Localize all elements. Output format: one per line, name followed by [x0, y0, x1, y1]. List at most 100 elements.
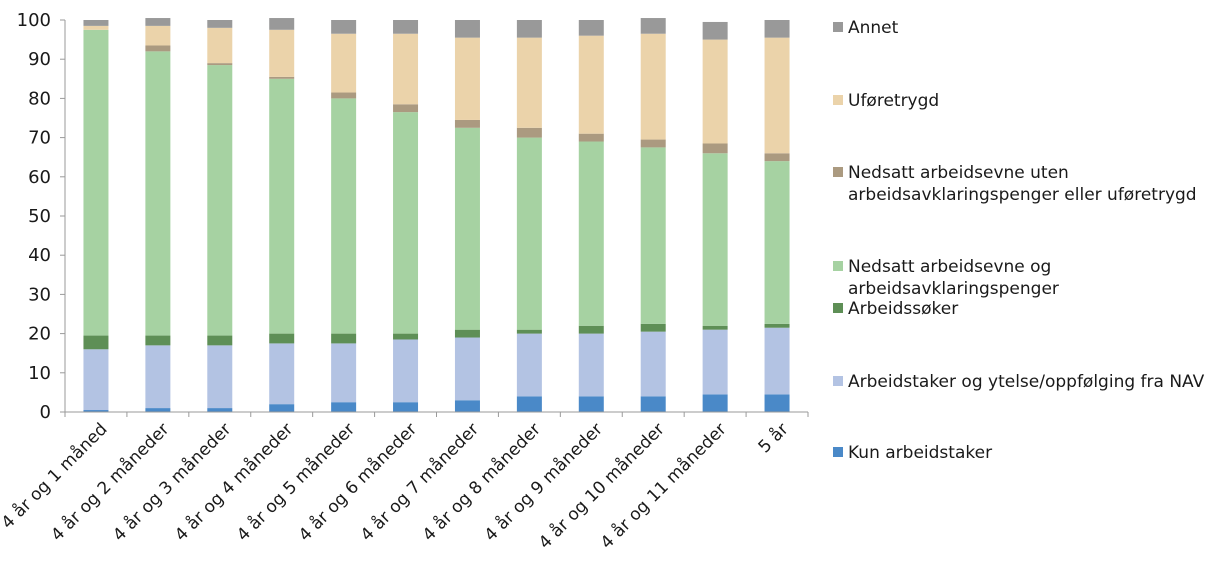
bar-segment-12-series-3 — [764, 323, 790, 328]
bar-segment-10-series-2 — [640, 331, 666, 397]
legend-item: Nedsatt arbeidsevne ogarbeidsavklaringsp… — [833, 257, 1059, 299]
bar-segment-1-series-4 — [83, 29, 109, 336]
bar-segment-4-series-2 — [269, 343, 295, 405]
x-tick-label: 4 år og 3 måneder — [109, 419, 236, 546]
bar-segment-8-series-6 — [516, 37, 542, 128]
bar-segment-9-series-4 — [578, 141, 604, 326]
bar-segment-2-series-7 — [145, 18, 171, 26]
legend-label: arbeidsavklaringspenger eller uføretrygd — [848, 185, 1197, 205]
bar-segment-11-series-6 — [702, 39, 728, 144]
bar-segment-2-series-2 — [145, 345, 171, 409]
legend-item: Annet — [833, 18, 899, 38]
legend: Annet Uføretrygd Nedsatt arbeidsevne utena… — [833, 18, 1205, 463]
x-tick-label: 4 år og 4 måneder — [170, 419, 297, 546]
bar-segment-7-series-2 — [454, 337, 480, 401]
legend-label: Arbeidssøker — [848, 299, 958, 319]
bar-segment-8-series-1 — [516, 396, 542, 412]
x-tick-label: 4 år og 8 måneder — [418, 419, 545, 546]
x-tick-label: 4 år og 11 måneder — [596, 419, 730, 553]
bar-segment-11-series-2 — [702, 329, 728, 395]
bar-segment-2-series-6 — [145, 25, 171, 46]
x-tick-label: 4 år og 10 måneder — [534, 419, 668, 553]
bar-segment-7-series-6 — [454, 37, 480, 120]
bar-segment-10-series-6 — [640, 33, 666, 140]
legend-item: Nedsatt arbeidsevne utenarbeidsavklaring… — [833, 163, 1197, 205]
y-tick-label: 90 — [28, 49, 51, 70]
bar-segment-12-series-4 — [764, 161, 790, 324]
bar-segment-10-series-7 — [640, 18, 666, 34]
y-tick-label: 60 — [28, 167, 51, 188]
bar-segment-9-series-1 — [578, 396, 604, 412]
y-tick-label: 0 — [40, 402, 51, 423]
bar-segment-5-series-1 — [331, 402, 357, 412]
bar-segment-5-series-4 — [331, 98, 357, 334]
y-tick-label: 20 — [28, 324, 51, 345]
legend-swatch — [833, 22, 843, 32]
bar-segment-6-series-2 — [393, 339, 419, 403]
bar-segment-3-series-5 — [207, 63, 233, 66]
y-tick-label: 80 — [28, 88, 51, 109]
x-tick-label: 5 år — [754, 419, 793, 458]
bar-segment-2-series-4 — [145, 51, 171, 336]
bar-segment-3-series-4 — [207, 65, 233, 336]
bar-segment-10-series-1 — [640, 396, 666, 412]
x-tick-label: 4 år og 7 måneder — [356, 419, 483, 546]
bar-segment-5-series-3 — [331, 333, 357, 344]
bar-segment-3-series-7 — [207, 20, 233, 28]
legend-label: Nedsatt arbeidsevne og — [848, 257, 1051, 277]
bar-segment-4-series-3 — [269, 333, 295, 344]
bar-segment-9-series-6 — [578, 35, 604, 134]
x-tick-label: 4 år og 5 måneder — [232, 419, 359, 546]
bar-segment-6-series-7 — [393, 20, 419, 34]
bar-segment-9-series-7 — [578, 20, 604, 36]
bar-segment-10-series-4 — [640, 147, 666, 324]
bar-segment-7-series-4 — [454, 127, 480, 330]
legend-swatch — [833, 261, 843, 271]
y-tick-label: 100 — [17, 10, 51, 31]
bar-segment-11-series-7 — [702, 21, 728, 40]
bar-segment-10-series-5 — [640, 139, 666, 148]
bar-segment-3-series-2 — [207, 345, 233, 409]
bar-segment-4-series-7 — [269, 18, 295, 30]
bar-segment-9-series-3 — [578, 325, 604, 334]
bar-segment-7-series-1 — [454, 400, 480, 412]
bar-segment-7-series-7 — [454, 20, 480, 38]
bar-segment-1-series-3 — [83, 335, 109, 350]
bar-segment-8-series-4 — [516, 137, 542, 330]
bar-segment-5-series-6 — [331, 33, 357, 93]
bar-segment-6-series-3 — [393, 333, 419, 340]
bar-segment-3-series-3 — [207, 335, 233, 346]
bar-segment-5-series-5 — [331, 92, 357, 99]
bar-segment-10-series-3 — [640, 323, 666, 332]
bar-segment-8-series-3 — [516, 329, 542, 334]
y-tick-label: 70 — [28, 128, 51, 149]
bar-segment-4-series-1 — [269, 404, 295, 412]
legend-swatch — [833, 447, 843, 457]
bar-segment-1-series-6 — [83, 25, 109, 30]
legend-swatch — [833, 95, 843, 105]
legend-label: Uføretrygd — [848, 91, 939, 111]
bar-segment-7-series-5 — [454, 119, 480, 128]
x-tick-label: 4 år og 2 måneder — [47, 419, 174, 546]
legend-item: Arbeidstaker og ytelse/oppfølging fra NA… — [833, 372, 1205, 392]
bar-segment-12-series-6 — [764, 37, 790, 154]
legend-item: Kun arbeidstaker — [833, 443, 992, 463]
legend-item: Arbeidssøker — [833, 299, 958, 319]
bar-segment-6-series-6 — [393, 33, 419, 105]
bar-segment-7-series-3 — [454, 329, 480, 338]
bar-segment-1-series-2 — [83, 349, 109, 411]
bar-segment-8-series-7 — [516, 20, 542, 38]
legend-label: Kun arbeidstaker — [848, 443, 992, 463]
bar-segment-12-series-5 — [764, 153, 790, 162]
bar-segment-12-series-1 — [764, 394, 790, 412]
bar-segment-6-series-4 — [393, 112, 419, 334]
x-tick-label: 4 år og 1 måned — [0, 419, 111, 533]
bar-segment-12-series-2 — [764, 327, 790, 395]
bar-segment-8-series-5 — [516, 127, 542, 138]
bar-segment-3-series-1 — [207, 408, 233, 412]
legend-item: Uføretrygd — [833, 91, 939, 111]
legend-label: arbeidsavklaringspenger — [848, 279, 1059, 299]
